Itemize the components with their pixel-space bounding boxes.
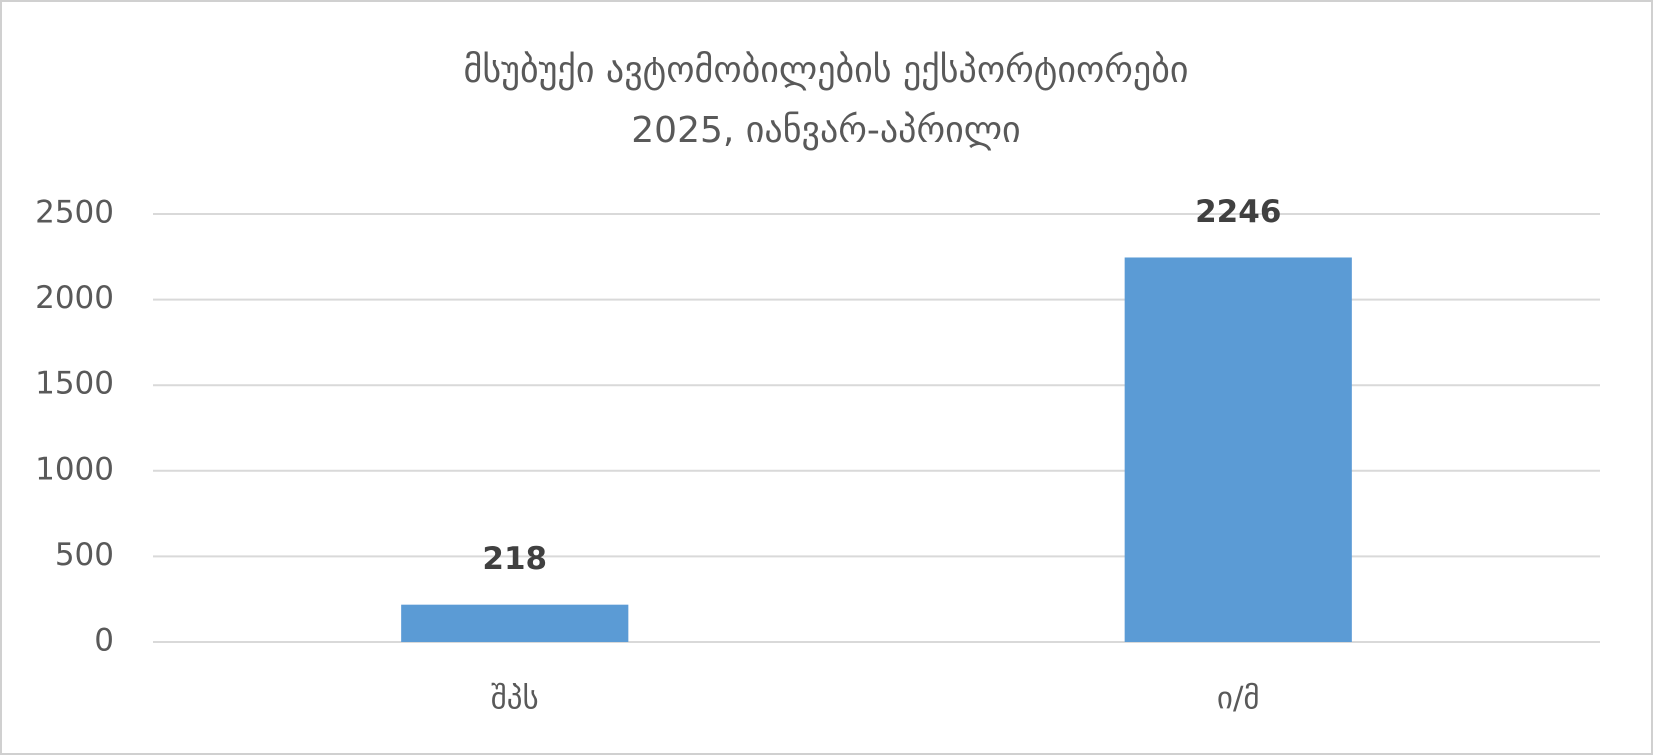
bar <box>401 604 629 642</box>
y-tick-label: 2000 <box>35 280 114 316</box>
x-tick-label: შპს <box>491 681 539 717</box>
x-tick-label: ი/მ <box>1217 681 1260 717</box>
chart-title: 2025, იანვარ-აპრილი <box>631 110 1020 151</box>
y-tick-label: 500 <box>55 537 114 573</box>
bar <box>1124 257 1352 642</box>
data-label: 2246 <box>1195 194 1281 230</box>
y-tick-label: 0 <box>94 623 114 659</box>
chart-title: მსუბუქი ავტომობილების ექსპორტიორები <box>464 50 1189 91</box>
y-tick-label: 1000 <box>35 451 114 487</box>
y-tick-label: 2500 <box>35 195 114 231</box>
data-label: 218 <box>482 541 547 577</box>
y-tick-label: 1500 <box>35 366 114 402</box>
